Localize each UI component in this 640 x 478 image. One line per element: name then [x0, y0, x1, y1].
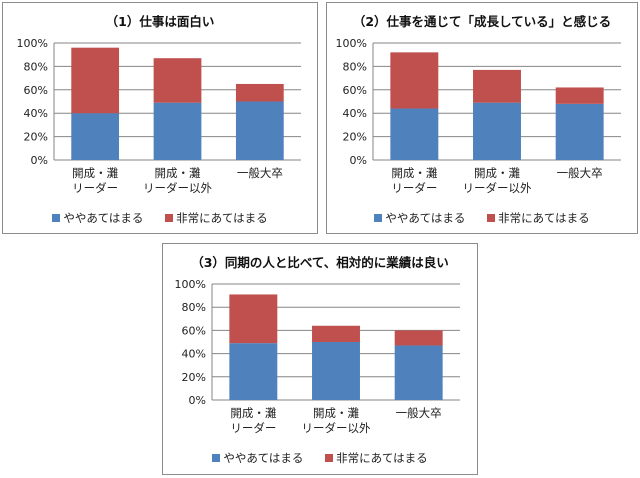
bar-segment: [555, 87, 604, 104]
bar-segment: [229, 343, 278, 400]
bar-segment: [555, 103, 604, 160]
y-tick-label: 40%: [182, 348, 206, 361]
legend-label: 非常にあてはまる: [498, 211, 590, 225]
chart-title: （3）同期の人と比べて、相対的に業績は良い: [191, 255, 449, 270]
y-tick-label: 100%: [175, 278, 206, 291]
y-tick-label: 0%: [350, 154, 367, 167]
bar-segment: [394, 330, 443, 346]
chart-legend: ややあてはまる 非常にあてはまる: [327, 210, 637, 226]
legend-swatch: [487, 214, 496, 222]
y-tick-label: 80%: [182, 301, 206, 314]
x-category-label: 一般大卒: [396, 406, 442, 420]
bar-segment: [71, 47, 120, 114]
legend-item-series-1: ややあてはまる: [52, 210, 143, 226]
x-category-label: リーダー: [230, 421, 276, 435]
bar-segment: [153, 102, 202, 160]
bar-segment: [390, 108, 439, 160]
x-category-label: 開成・灘: [155, 166, 201, 180]
x-category-label: リーダー: [391, 181, 437, 195]
bar-segment: [312, 342, 360, 400]
y-tick-label: 40%: [24, 107, 48, 120]
x-category-label: リーダー: [72, 181, 118, 195]
bar-segment: [390, 52, 439, 109]
bar-segment: [235, 101, 284, 160]
legend-label: 非常にあてはまる: [336, 451, 428, 465]
legend-swatch: [212, 454, 221, 462]
chart-title: （1）仕事は面白い: [105, 14, 215, 29]
legend-label: ややあてはまる: [223, 451, 304, 465]
bar-segment: [473, 102, 521, 160]
y-tick-label: 100%: [17, 37, 48, 50]
chart-legend: ややあてはまる 非常にあてはまる: [163, 450, 477, 466]
x-category-label: 一般大卒: [237, 166, 283, 180]
y-tick-label: 80%: [24, 60, 48, 73]
bar-segment: [394, 345, 443, 400]
y-tick-label: 40%: [343, 107, 367, 120]
x-category-label: リーダー以外: [463, 181, 532, 195]
chart-legend: ややあてはまる 非常にあてはまる: [3, 210, 317, 226]
legend-item-series-2: 非常にあてはまる: [487, 210, 590, 226]
bar-segment: [229, 294, 278, 344]
legend-item-series-2: 非常にあてはまる: [325, 450, 428, 466]
legend-label: ややあてはまる: [385, 211, 466, 225]
y-tick-label: 0%: [189, 394, 206, 407]
legend-swatch: [374, 214, 383, 222]
chart-title: （2）仕事を通じて「成長している」と感じる: [352, 14, 612, 29]
y-tick-label: 100%: [336, 37, 367, 50]
y-tick-label: 80%: [343, 60, 367, 73]
legend-label: ややあてはまる: [63, 211, 144, 225]
y-tick-label: 20%: [343, 131, 367, 144]
legend-swatch: [165, 214, 174, 222]
x-category-label: 開成・灘: [72, 166, 118, 180]
legend-item-series-2: 非常にあてはまる: [165, 210, 268, 226]
legend-label: 非常にあてはまる: [176, 211, 268, 225]
bar-segment: [312, 325, 360, 342]
x-category-label: 開成・灘: [230, 406, 276, 420]
chart-panel-1: （1）仕事は面白い 0% 20% 40% 60% 80% 100% 開成・灘 リーダー 開成・灘…: [2, 2, 318, 234]
legend-item-series-1: ややあてはまる: [374, 210, 465, 226]
chart-panel-3: （3）同期の人と比べて、相対的に業績は良い 0% 20% 40% 60% 80% 100%…: [162, 243, 478, 475]
bar-segment: [473, 69, 521, 103]
y-tick-label: 60%: [24, 84, 48, 97]
x-category-label: 開成・灘: [474, 166, 520, 180]
bar-segment: [71, 113, 120, 160]
x-category-label: 開成・灘: [391, 166, 437, 180]
x-category-label: 開成・灘: [313, 406, 359, 420]
x-category-label: リーダー以外: [302, 421, 371, 435]
bar-segment: [153, 58, 202, 103]
legend-item-series-1: ややあてはまる: [212, 450, 303, 466]
legend-swatch: [52, 214, 61, 222]
y-tick-label: 0%: [31, 154, 48, 167]
legend-swatch: [325, 454, 334, 462]
chart-panel-2: （2）仕事を通じて「成長している」と感じる 0% 20% 40% 60% 80% 100%…: [326, 2, 638, 234]
x-category-label: リーダー以外: [143, 181, 212, 195]
y-tick-label: 60%: [343, 84, 367, 97]
y-tick-label: 60%: [182, 324, 206, 337]
x-category-label: 一般大卒: [557, 166, 603, 180]
bar-segment: [235, 83, 284, 102]
y-tick-label: 20%: [24, 131, 48, 144]
y-tick-label: 20%: [182, 371, 206, 384]
